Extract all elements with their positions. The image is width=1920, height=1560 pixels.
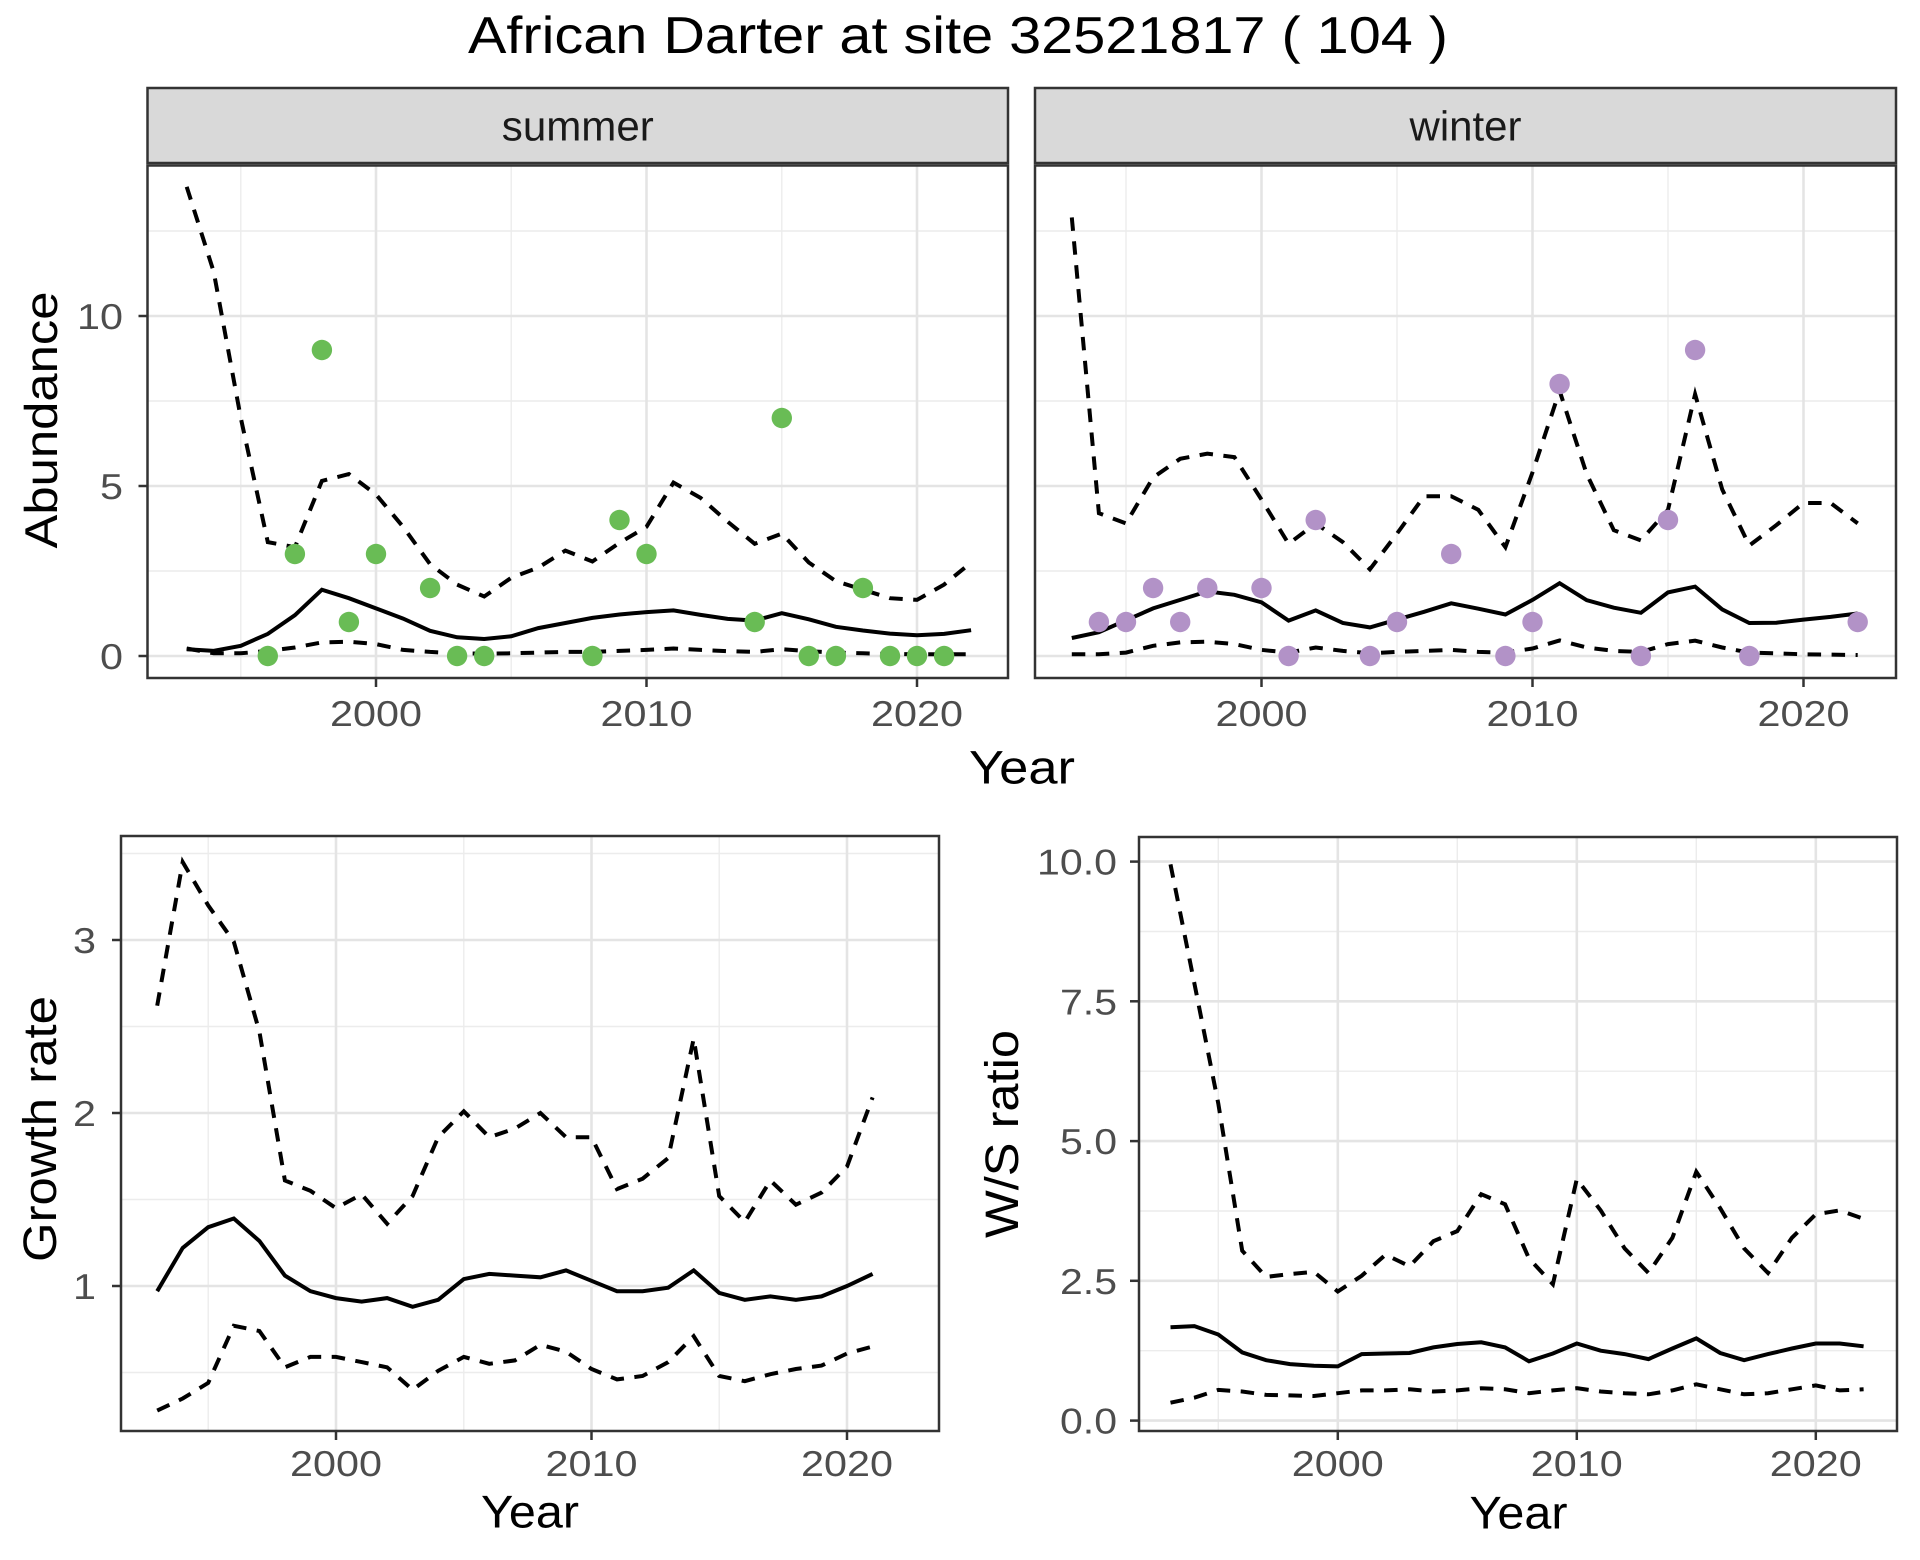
svg-text:2000: 2000: [330, 693, 422, 734]
svg-text:Year: Year: [969, 741, 1075, 794]
svg-text:W/S ratio: W/S ratio: [975, 1030, 1028, 1238]
svg-text:10: 10: [77, 296, 123, 337]
svg-text:2000: 2000: [290, 1443, 382, 1484]
svg-text:winter: winter: [1409, 103, 1522, 150]
svg-text:2000: 2000: [1216, 693, 1308, 734]
svg-text:2010: 2010: [601, 693, 693, 734]
svg-text:2000: 2000: [1292, 1443, 1384, 1484]
svg-text:2.5: 2.5: [1060, 1261, 1117, 1302]
svg-text:2020: 2020: [871, 693, 963, 734]
svg-text:2020: 2020: [801, 1443, 893, 1484]
svg-text:10.0: 10.0: [1037, 842, 1117, 883]
svg-text:2020: 2020: [1758, 693, 1850, 734]
svg-text:Year: Year: [1470, 1487, 1568, 1539]
svg-text:Growth rate: Growth rate: [13, 996, 66, 1262]
svg-text:Abundance: Abundance: [15, 292, 67, 549]
svg-text:summer: summer: [502, 103, 654, 150]
svg-text:2010: 2010: [1531, 1443, 1623, 1484]
svg-text:0: 0: [100, 636, 123, 677]
svg-text:5: 5: [100, 466, 123, 507]
svg-text:5.0: 5.0: [1060, 1121, 1117, 1162]
svg-text:2: 2: [73, 1093, 96, 1134]
svg-text:2010: 2010: [1487, 693, 1579, 734]
svg-text:3: 3: [73, 920, 96, 961]
svg-text:1: 1: [73, 1266, 96, 1307]
svg-text:0.0: 0.0: [1060, 1401, 1117, 1442]
svg-text:African Darter at site 3252181: African Darter at site 32521817 ( 104 ): [468, 7, 1448, 65]
svg-text:2010: 2010: [546, 1443, 638, 1484]
svg-text:7.5: 7.5: [1060, 981, 1117, 1022]
svg-text:2020: 2020: [1770, 1443, 1862, 1484]
svg-text:Year: Year: [481, 1486, 579, 1538]
